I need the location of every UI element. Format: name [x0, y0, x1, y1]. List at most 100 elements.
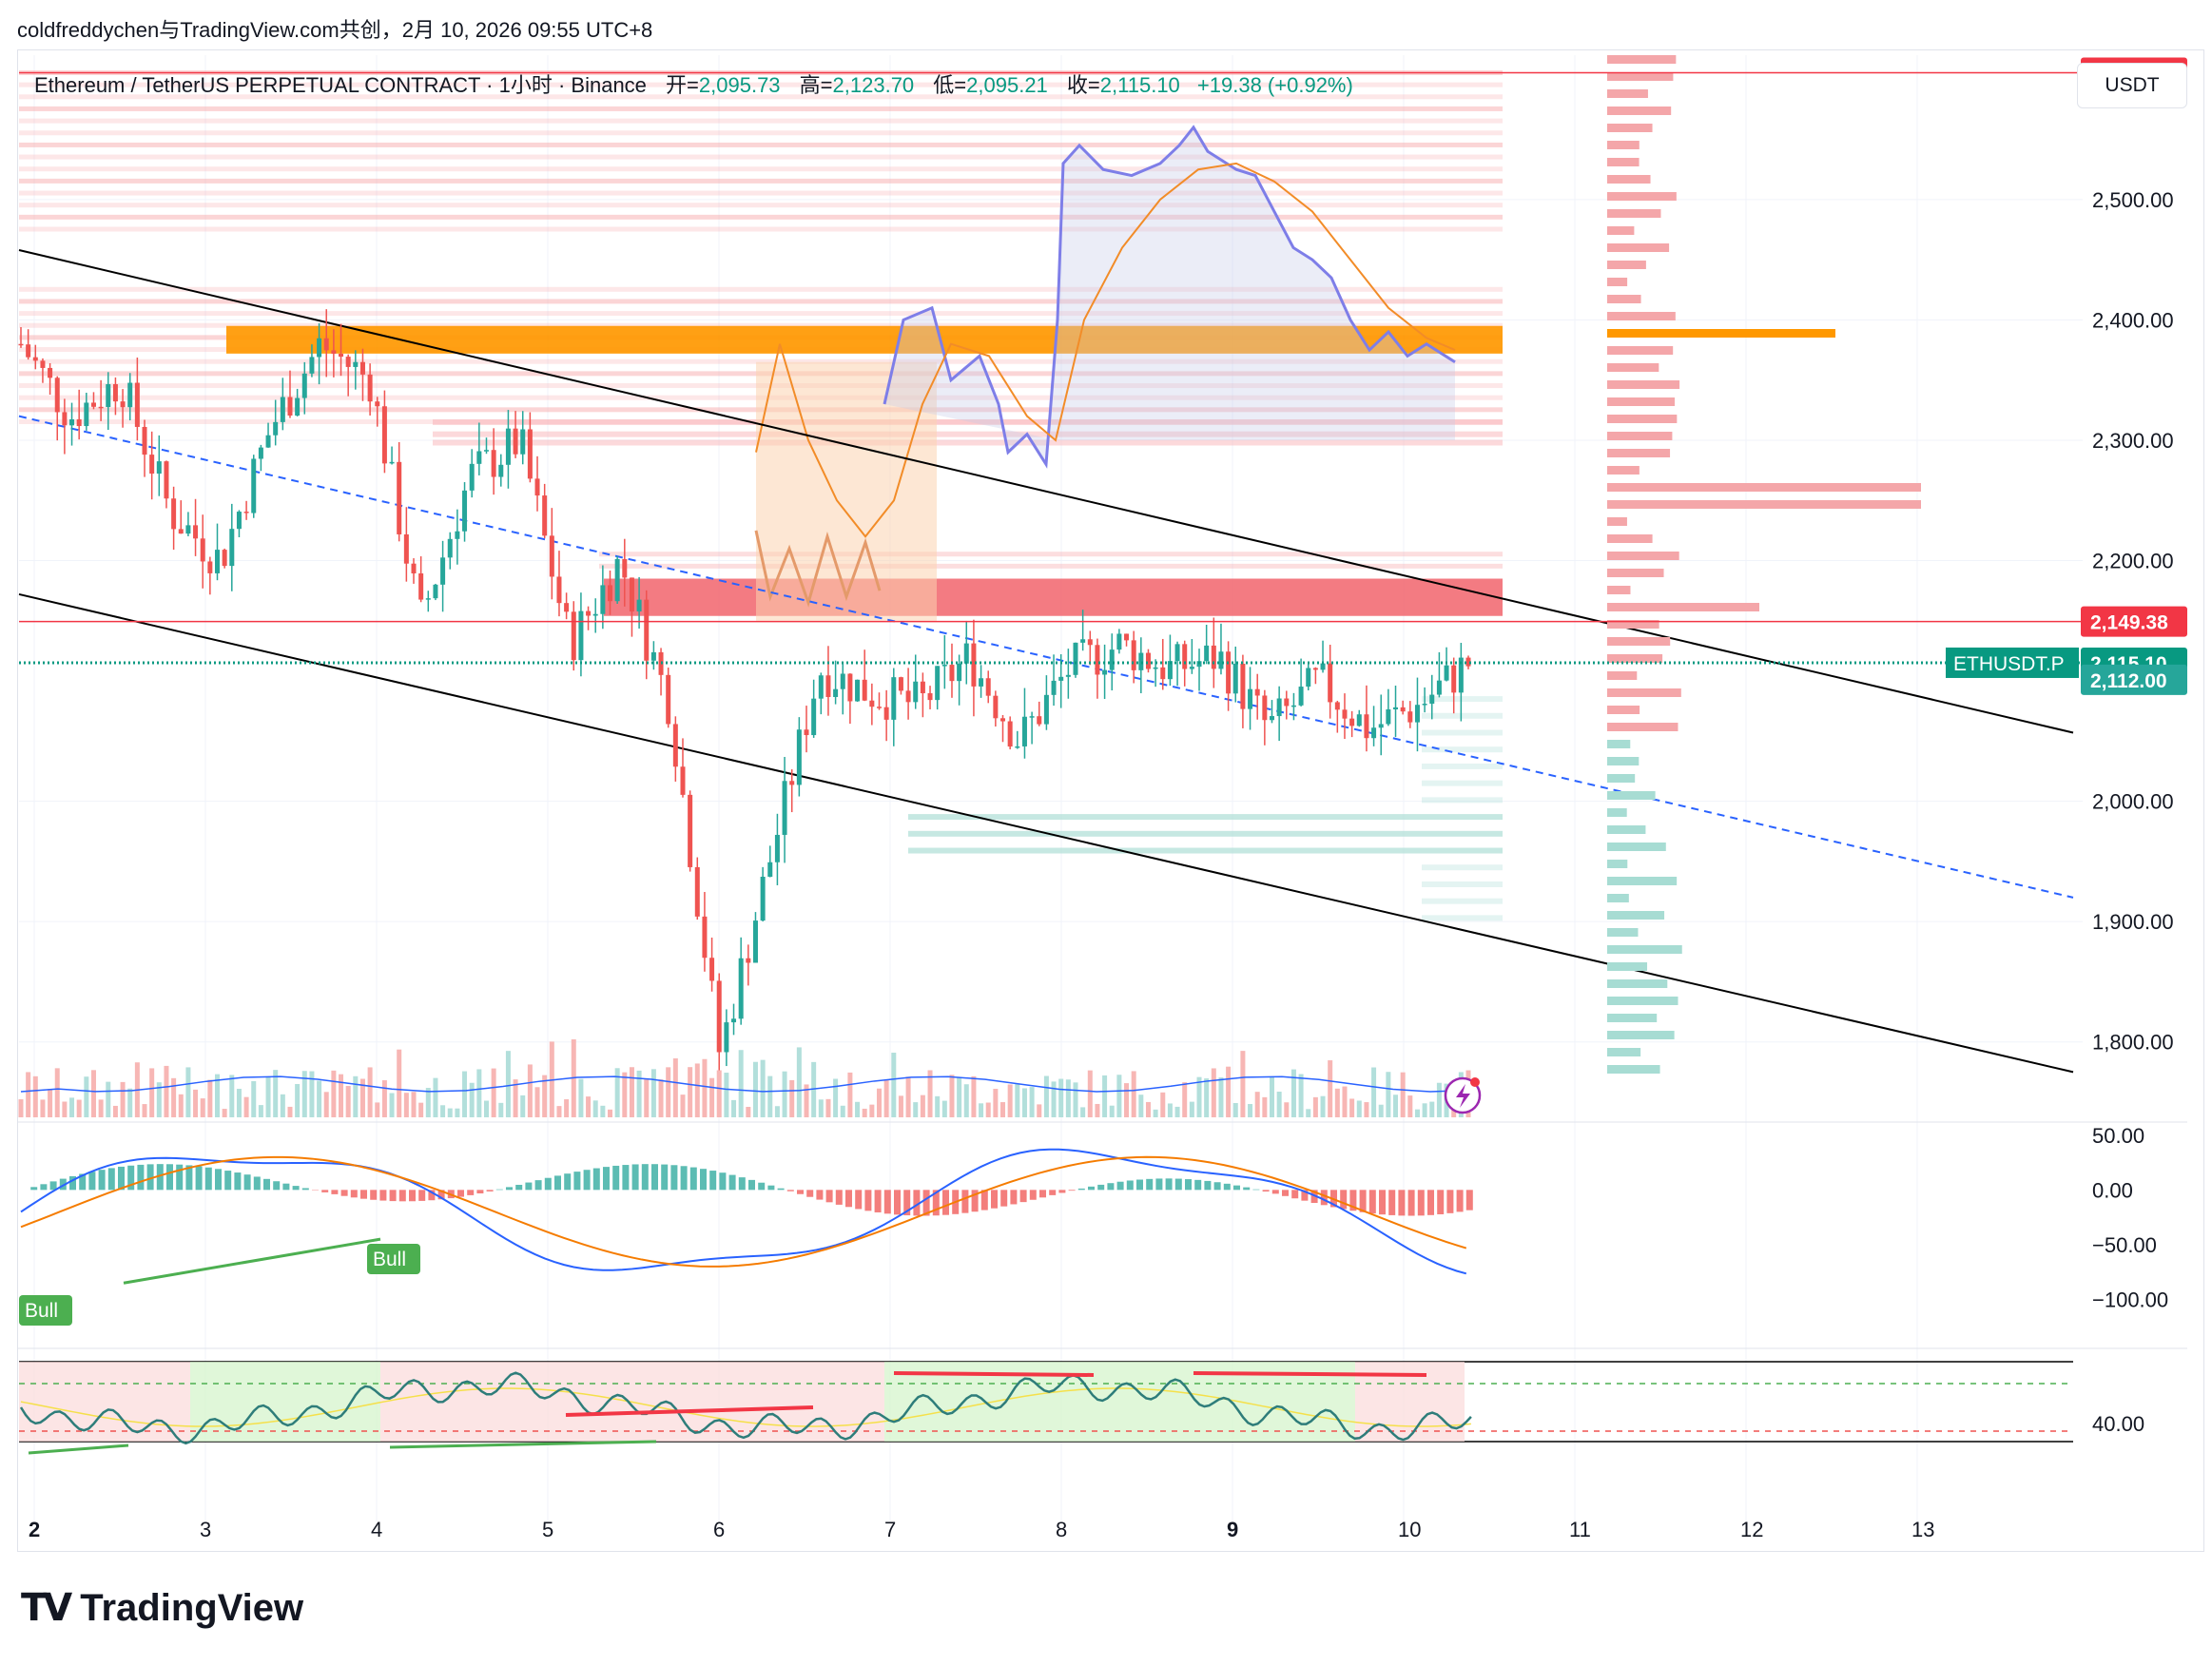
volume-bar — [498, 1102, 504, 1117]
candle — [265, 422, 271, 448]
volume-bar — [513, 1079, 518, 1117]
resistance-band — [19, 226, 1503, 232]
volume-profile-bar — [1607, 552, 1679, 560]
support-band — [908, 847, 1503, 854]
macd-histogram-bar — [544, 1177, 552, 1191]
liquidity-zones — [226, 325, 1503, 621]
volume-bar — [629, 1067, 634, 1117]
forecast-path — [883, 125, 1456, 469]
volume-bar — [1065, 1079, 1071, 1117]
candle-body — [636, 599, 642, 612]
volume-profile-bar — [1607, 175, 1651, 184]
resistance-band — [599, 552, 1503, 557]
macd-histogram-bar — [1000, 1190, 1008, 1207]
volume-profile-bar — [1607, 620, 1659, 629]
rsi-bear-zone — [19, 1362, 190, 1442]
currency-button[interactable]: USDT — [2077, 63, 2187, 108]
candle — [447, 532, 453, 570]
candle — [833, 660, 839, 705]
macd-histogram-bar — [883, 1190, 891, 1214]
candle-body — [505, 428, 511, 465]
rsi-bull-divergence — [389, 1440, 657, 1449]
volume-bar — [1248, 1103, 1253, 1117]
candle-body — [367, 374, 373, 402]
candle-body — [549, 535, 554, 577]
candle — [215, 523, 221, 581]
candle — [40, 358, 46, 383]
macd-histogram-bar — [118, 1166, 125, 1191]
candle-body — [629, 577, 634, 612]
volume-bar — [985, 1102, 991, 1117]
candle — [724, 1009, 729, 1067]
macd-histogram-bar — [864, 1190, 872, 1211]
candle — [600, 565, 606, 630]
volume-bar — [164, 1065, 169, 1117]
candle-body — [731, 1018, 737, 1023]
candle-body — [258, 447, 263, 459]
macd-histogram-bar — [1194, 1179, 1202, 1191]
candle-body — [833, 688, 839, 697]
resistance-band — [19, 178, 1503, 184]
candle-body — [1058, 676, 1064, 681]
volume-bar — [688, 1067, 693, 1117]
volume-bar — [389, 1093, 395, 1117]
candle — [1269, 700, 1274, 724]
candle-body — [614, 558, 620, 602]
candle — [1248, 667, 1253, 730]
candle — [258, 444, 263, 472]
macd-histogram-bar — [515, 1184, 523, 1191]
resistance-band — [599, 563, 1503, 569]
candle — [957, 654, 962, 706]
candle — [738, 937, 744, 1025]
candle-body — [476, 451, 482, 464]
volume-profile-bar — [1607, 312, 1676, 320]
candle-body — [1444, 665, 1449, 681]
candle-body — [1290, 705, 1296, 707]
candle-body — [403, 533, 409, 564]
candle-body — [891, 677, 897, 720]
candle-body — [273, 421, 279, 436]
macd-histogram-bar — [409, 1190, 416, 1202]
volume-bar — [614, 1068, 620, 1117]
volume-bar — [979, 1103, 984, 1117]
macd-histogram-bar — [1039, 1190, 1046, 1198]
macd-histogram-bar — [777, 1188, 785, 1191]
volume-bar — [301, 1071, 307, 1117]
candle-body — [178, 529, 184, 534]
candle-body — [811, 698, 817, 736]
candle-body — [229, 529, 235, 567]
volume-bar — [120, 1081, 126, 1117]
time-tick-label: 5 — [542, 1518, 553, 1541]
candle — [935, 666, 941, 710]
candle — [672, 716, 678, 782]
macd-histogram-bar — [1301, 1190, 1309, 1201]
volume-bar — [1364, 1102, 1369, 1117]
volume-bar — [957, 1077, 962, 1117]
volume-profile-bar — [1607, 740, 1631, 748]
candle — [171, 486, 177, 551]
candle — [804, 706, 809, 753]
candle — [18, 326, 24, 348]
candle-body — [359, 361, 365, 375]
candle-body — [142, 426, 147, 455]
close-label: 收= — [1066, 73, 1100, 97]
brand-name: TradingView — [80, 1586, 304, 1629]
volume-profile-bar — [1607, 586, 1631, 594]
volume-profile-bar — [1607, 72, 1674, 81]
candle-body — [1226, 651, 1232, 694]
volume-bar — [1087, 1070, 1093, 1117]
candle-body — [1328, 663, 1333, 703]
volume-profile-bar — [1607, 637, 1671, 646]
volume-bar — [1386, 1072, 1391, 1117]
candle — [178, 500, 184, 534]
candle-body — [709, 958, 715, 981]
candle-body — [381, 406, 387, 464]
candle — [54, 376, 60, 441]
candle — [680, 738, 686, 798]
candle — [1189, 639, 1194, 674]
candle-body — [301, 373, 307, 398]
candle — [1422, 687, 1427, 713]
macd-histogram-bar — [525, 1182, 533, 1191]
candle — [1109, 633, 1115, 691]
